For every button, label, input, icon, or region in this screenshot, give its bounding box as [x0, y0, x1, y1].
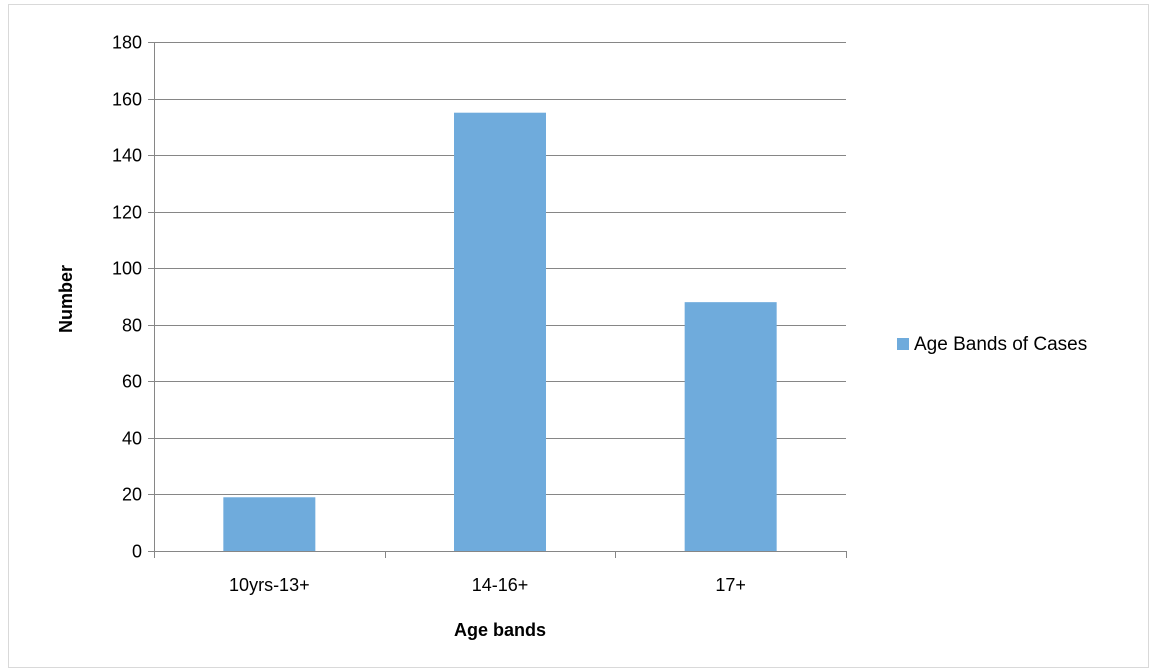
y-tick-label: 20 — [122, 485, 142, 505]
chart-frame — [8, 4, 1149, 668]
legend-label: Age Bands of Cases — [914, 334, 1087, 355]
y-axis-title: Number — [56, 265, 76, 333]
y-tick-label: 180 — [112, 33, 142, 53]
bar-14-16+ — [454, 112, 546, 551]
y-tick-label: 160 — [112, 90, 142, 110]
x-tick-labels: 10yrs-13+ 14-16+ 17+ — [229, 575, 746, 595]
y-tick-label: 100 — [112, 259, 142, 279]
x-tick-label: 17+ — [715, 575, 746, 595]
y-tick-label: 120 — [112, 203, 142, 223]
bars — [223, 112, 777, 551]
x-tick-label: 14-16+ — [472, 575, 529, 595]
y-tick-label: 0 — [132, 542, 142, 562]
legend-swatch — [897, 338, 909, 350]
bar-17+ — [684, 302, 777, 551]
y-tick-label: 60 — [122, 372, 142, 392]
y-tick-labels: 0 20 40 60 80 100 120 140 160 180 — [112, 33, 142, 562]
axes — [148, 42, 847, 558]
x-tick-label: 10yrs-13+ — [229, 575, 310, 595]
x-axis-title: Age bands — [454, 620, 546, 640]
legend: Age Bands of Cases — [897, 334, 1087, 355]
bar-10yrs-13+ — [223, 497, 316, 551]
y-tick-label: 40 — [122, 429, 142, 449]
y-tick-label: 80 — [122, 316, 142, 336]
y-tick-label: 140 — [112, 146, 142, 166]
